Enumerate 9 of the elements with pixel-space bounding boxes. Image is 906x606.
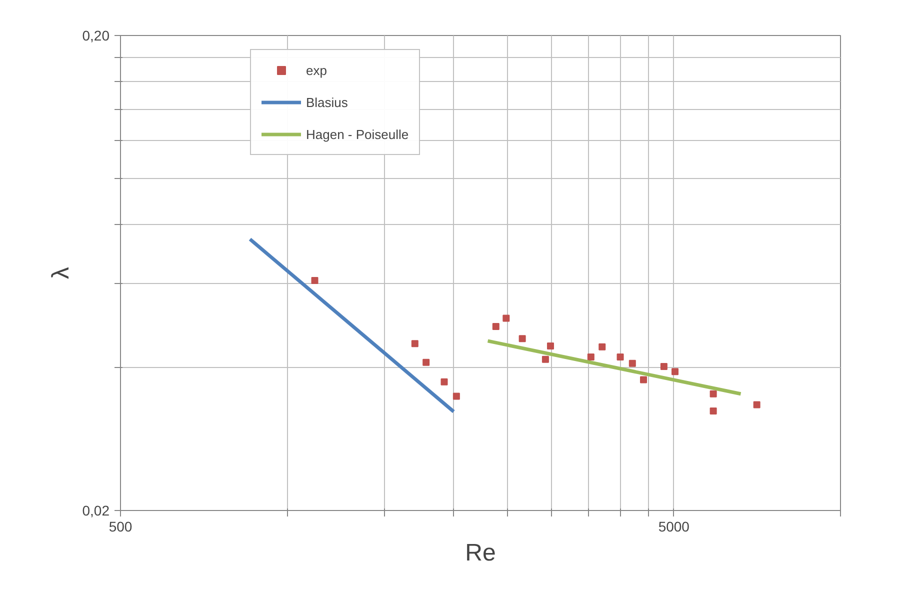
- legend-label: Hagen - Poiseulle: [306, 126, 409, 142]
- legend-label: Blasius: [306, 94, 348, 110]
- y-tick-label: 0,02: [82, 502, 110, 518]
- x-tick-label: 500: [108, 518, 132, 534]
- legend-label: exp: [306, 62, 327, 78]
- y-tick-label: 0,20: [82, 28, 110, 44]
- x-axis-title: Re: [465, 540, 496, 566]
- x-tick-label: 5000: [658, 518, 690, 534]
- y-axis-title: λ: [47, 267, 74, 279]
